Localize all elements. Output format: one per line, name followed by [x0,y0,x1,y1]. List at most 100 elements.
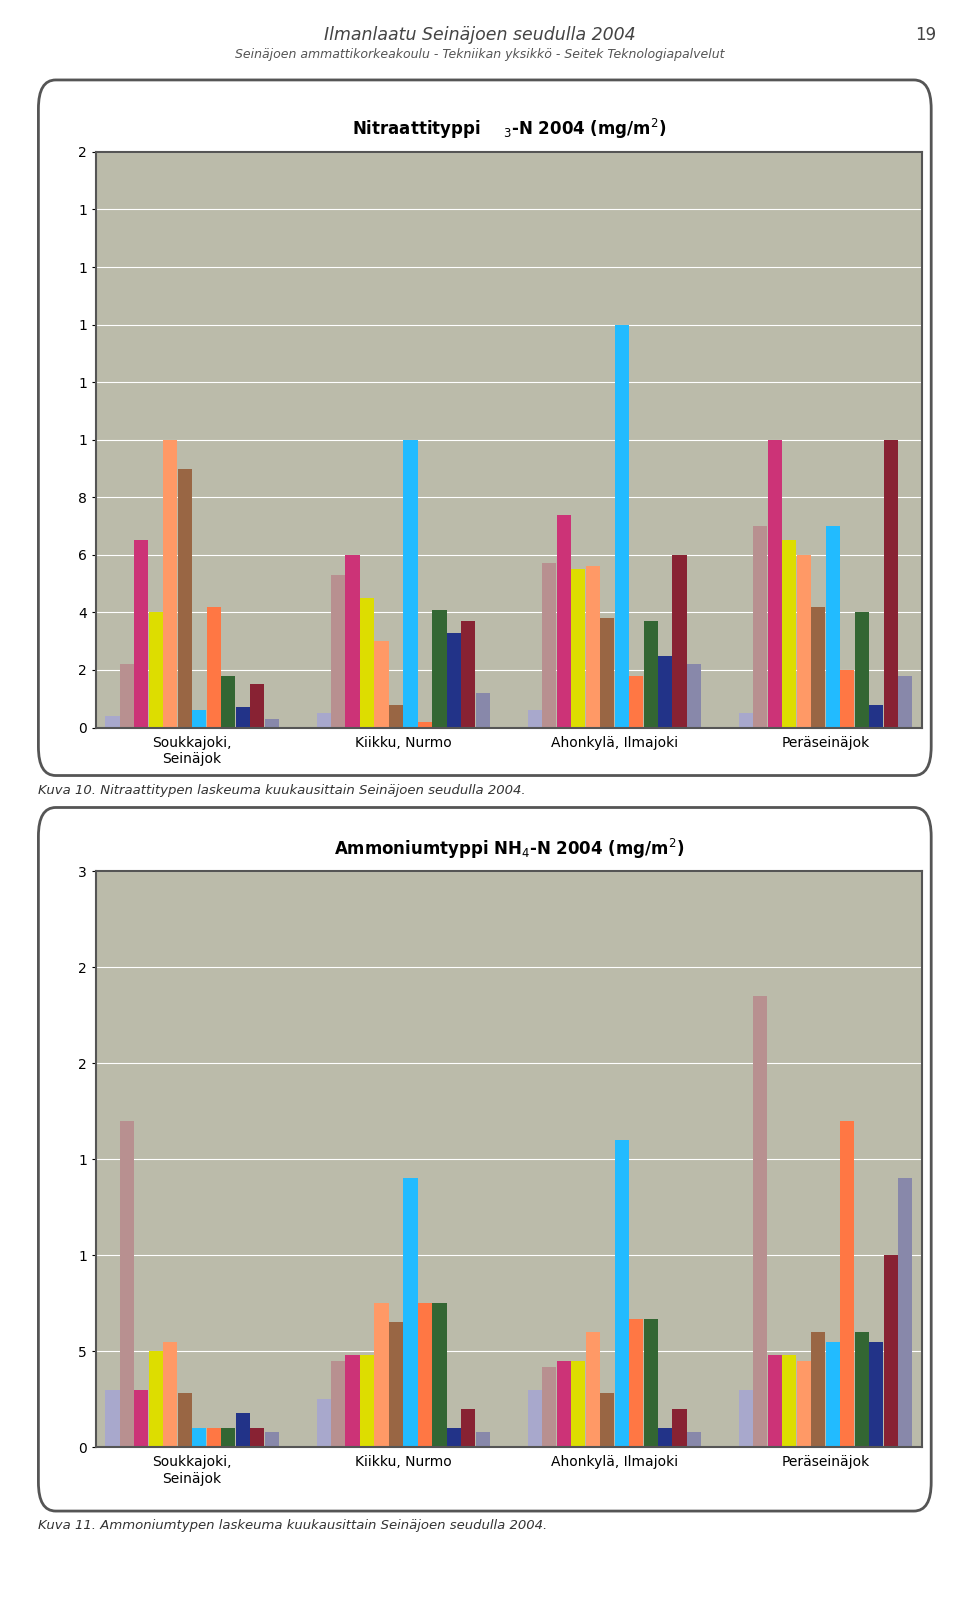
Bar [331,576,345,728]
Text: Ilmanlaatu Seinäjoen seudulla 2004: Ilmanlaatu Seinäjoen seudulla 2004 [324,26,636,43]
Bar [360,1354,374,1447]
Bar [673,555,686,728]
Text: Kuva 10. Nitraattitypen laskeuma kuukausittain Seinäjoen seudulla 2004.: Kuva 10. Nitraattitypen laskeuma kuukaus… [38,784,526,796]
Bar [883,1255,898,1447]
Bar [462,1409,475,1447]
Bar [768,1354,781,1447]
Bar [317,713,330,728]
Bar [236,1412,250,1447]
Bar [557,1361,570,1447]
Bar [206,1428,221,1447]
Bar [346,1354,360,1447]
Bar [643,620,658,728]
Bar [687,664,701,728]
Bar [134,1390,149,1447]
Bar [782,1354,796,1447]
Bar [869,1342,883,1447]
Bar [571,569,586,728]
Bar [643,1319,658,1447]
Bar [432,1303,446,1447]
Bar [163,1342,178,1447]
Bar [192,1428,206,1447]
Bar [265,720,279,728]
Bar [557,515,570,728]
Bar [629,1319,643,1447]
Text: Kuva 11. Ammoniumtypen laskeuma kuukausittain Seinäjoen seudulla 2004.: Kuva 11. Ammoniumtypen laskeuma kuukausi… [38,1519,547,1532]
Bar [826,1342,840,1447]
Bar [797,555,811,728]
Bar [658,656,672,728]
Bar [178,469,192,728]
Bar [418,721,432,728]
Bar [389,1322,403,1447]
Bar [265,1431,279,1447]
Bar [317,1399,330,1447]
Bar [134,540,149,728]
Bar [883,440,898,728]
Bar [403,1178,418,1447]
Bar [600,1393,614,1447]
Bar [869,705,883,728]
Bar [542,563,556,728]
Bar [687,1431,701,1447]
Bar [854,1332,869,1447]
Bar [528,1390,541,1447]
Bar [106,1390,119,1447]
Bar [768,440,781,728]
Bar [476,692,490,728]
Bar [899,1178,912,1447]
Bar [586,566,600,728]
Bar [106,716,119,728]
Bar [178,1393,192,1447]
Bar [782,540,796,728]
Bar [432,609,446,728]
Title: Ammoniumtyppi NH$_{4}$-N 2004 (mg/m$^{2}$): Ammoniumtyppi NH$_{4}$-N 2004 (mg/m$^{2}… [334,836,684,860]
Bar [754,996,767,1447]
Bar [120,664,134,728]
Bar [826,526,840,728]
Bar [840,670,854,728]
Bar [418,1303,432,1447]
Bar [840,1121,854,1447]
Bar [251,1428,264,1447]
Bar [854,612,869,728]
Bar [374,1303,389,1447]
Bar [403,440,418,728]
Bar [149,1351,163,1447]
Bar [811,606,826,728]
Bar [206,606,221,728]
Bar [811,1332,826,1447]
Bar [462,620,475,728]
Bar [586,1332,600,1447]
Bar [192,710,206,728]
Bar [528,710,541,728]
Bar [236,707,250,728]
Bar [899,676,912,728]
Bar [331,1361,345,1447]
Bar [658,1428,672,1447]
Title: Nitraattityppi    $_{3}$-N 2004 (mg/m$^{2}$): Nitraattityppi $_{3}$-N 2004 (mg/m$^{2}$… [351,117,666,141]
Text: Seinäjoen ammattikorkeakoulu - Tekniikan yksikkö - Seitek Teknologiapalvelut: Seinäjoen ammattikorkeakoulu - Tekniikan… [235,48,725,61]
Bar [754,526,767,728]
Bar [389,705,403,728]
Bar [360,598,374,728]
Bar [447,633,461,728]
Bar [149,612,163,728]
Bar [797,1361,811,1447]
Bar [614,1140,629,1447]
Bar [738,1390,753,1447]
Text: 19: 19 [915,26,936,43]
Bar [251,684,264,728]
Bar [163,440,178,728]
Bar [673,1409,686,1447]
Bar [374,641,389,728]
Bar [614,325,629,728]
Bar [120,1121,134,1447]
Bar [600,619,614,728]
Bar [222,1428,235,1447]
Bar [542,1367,556,1447]
Bar [346,555,360,728]
Bar [222,676,235,728]
Bar [738,713,753,728]
Bar [629,676,643,728]
